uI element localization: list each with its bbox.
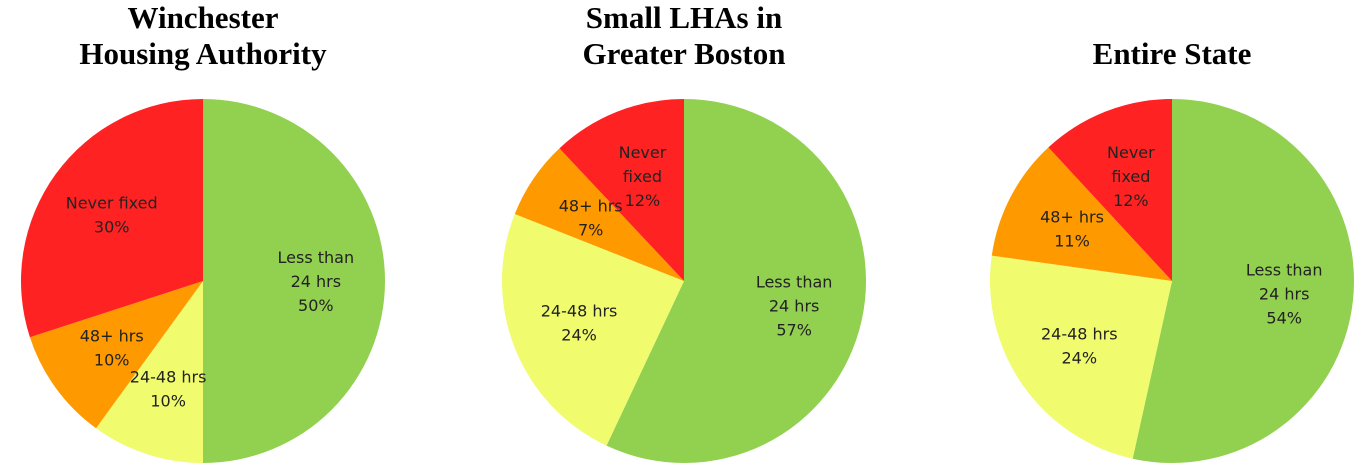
slice-label: 48+ hrs xyxy=(559,197,623,216)
slice-value: 24% xyxy=(1062,348,1098,367)
slice-value: 57% xyxy=(776,321,812,340)
pie-slice xyxy=(29,281,203,429)
slice-value: 11% xyxy=(1054,232,1090,251)
pie-slice xyxy=(514,148,684,281)
pie-slice xyxy=(559,99,684,281)
slice-value: 7% xyxy=(578,221,603,240)
slice-label: Less than 24 hrs xyxy=(1246,260,1323,303)
chart-title: Winchester Housing Authority xyxy=(79,0,327,71)
slice-value: 10% xyxy=(150,391,186,410)
pie-slice xyxy=(990,255,1172,459)
slice-value: 24% xyxy=(561,326,597,345)
slice-label: 24-48 hrs xyxy=(1041,324,1118,343)
slice-label: Less than 24 hrs xyxy=(278,248,355,291)
slice-value: 54% xyxy=(1266,308,1302,327)
pie-slice xyxy=(606,99,866,463)
slice-value: 30% xyxy=(94,218,130,237)
chart-title: Entire State xyxy=(1093,36,1252,71)
slice-label: Never fixed xyxy=(619,143,667,186)
pie-slice xyxy=(991,147,1172,281)
slice-label: Never fixed xyxy=(1107,143,1155,186)
slice-value: 12% xyxy=(1113,191,1149,210)
chart-title: Small LHAs in Greater Boston xyxy=(583,0,786,71)
slice-value: 10% xyxy=(94,350,130,369)
slice-value: 12% xyxy=(625,191,661,210)
slice-label: Never fixed xyxy=(66,194,158,213)
pie-slice xyxy=(1132,99,1354,464)
slice-label: 48+ hrs xyxy=(80,326,144,345)
pie-slice xyxy=(1048,99,1172,281)
slice-label: 48+ hrs xyxy=(1040,208,1104,227)
pie-slice xyxy=(502,214,684,446)
slice-label: 24-48 hrs xyxy=(130,367,207,386)
pie-slice xyxy=(203,99,385,463)
slice-label: Less than 24 hrs xyxy=(756,273,833,316)
slice-value: 50% xyxy=(298,296,334,315)
pie-slice xyxy=(20,99,204,338)
pie-slice xyxy=(96,281,203,463)
slice-label: 24-48 hrs xyxy=(541,302,618,321)
